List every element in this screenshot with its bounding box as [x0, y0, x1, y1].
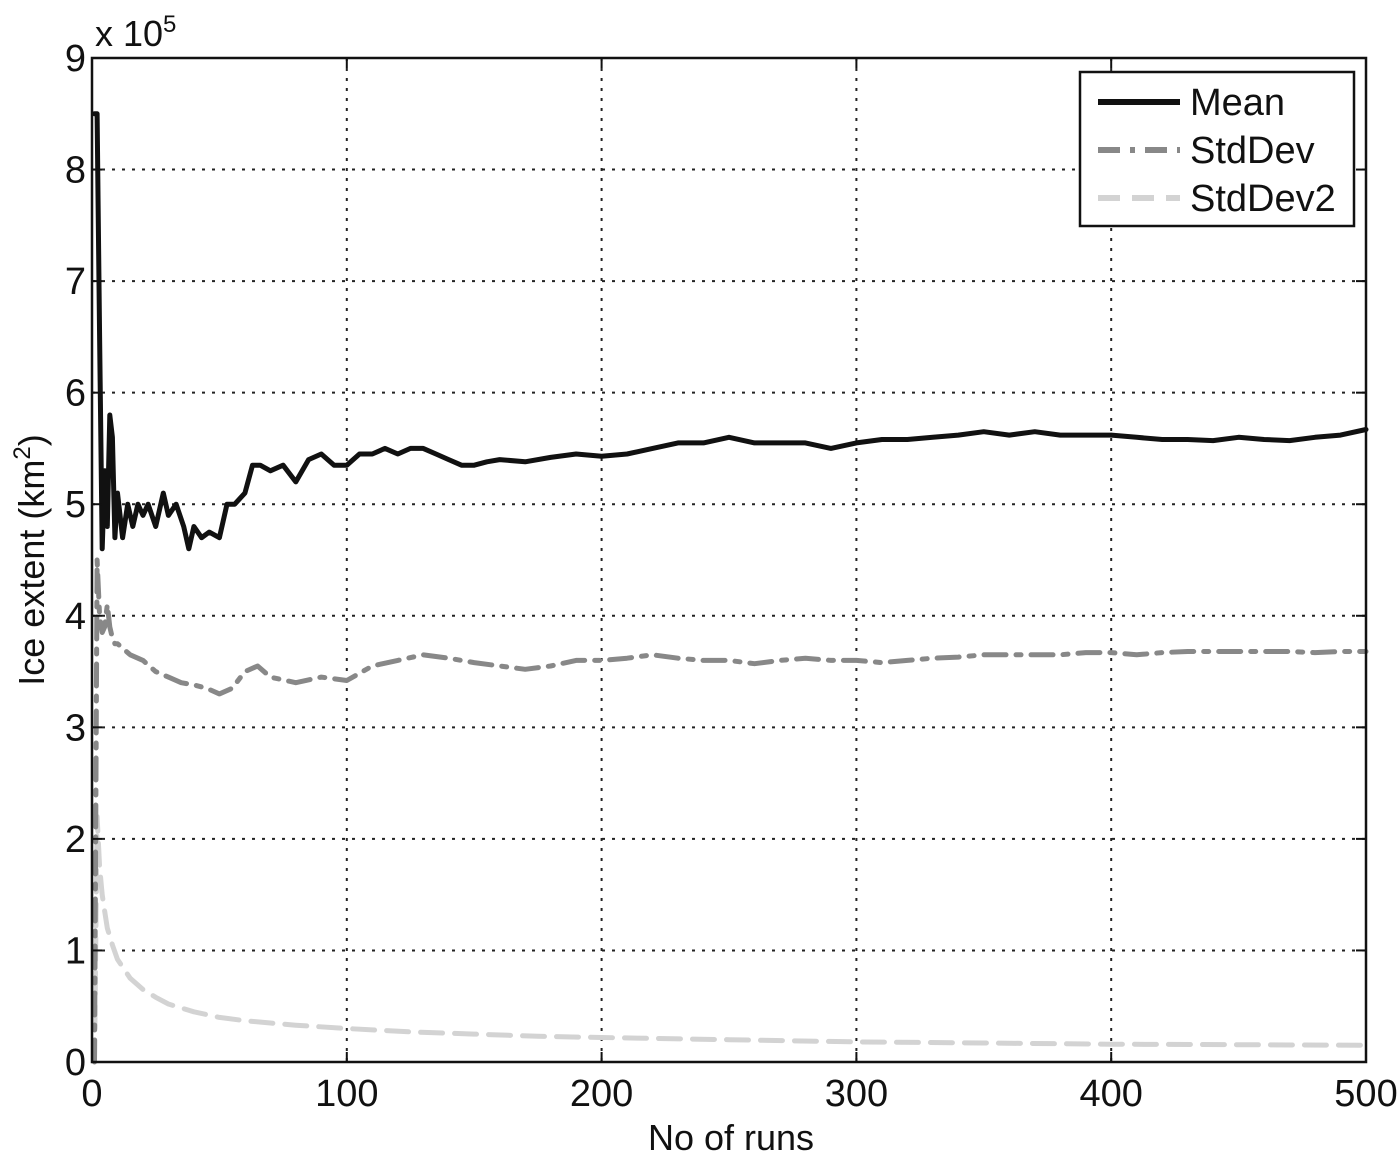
legend: Mean StdDev StdDev2 [1078, 70, 1356, 228]
y-tick-label: 4 [65, 596, 86, 638]
y-axis-label: Ice extent (km2) [9, 434, 52, 685]
tick-labels: 0 100 200 300 400 500 0 1 2 3 4 5 6 7 8 9 [65, 38, 1398, 1115]
y-axis-multiplier: x 105 [95, 11, 176, 54]
series-line-stddev [92, 557, 1369, 1065]
x-tick-label: 300 [825, 1073, 888, 1115]
x-tick-label: 0 [81, 1073, 102, 1115]
x-tick-label: 400 [1079, 1073, 1142, 1115]
series-lines [92, 111, 1369, 1065]
y-tick-label: 8 [65, 150, 86, 192]
y-tick-label: 9 [65, 38, 86, 80]
y-tick-label: 1 [65, 930, 86, 972]
series-line-mean [92, 111, 1369, 552]
y-tick-label: 3 [65, 707, 86, 749]
x-tick-label: 500 [1334, 1073, 1397, 1115]
plot-frame [90, 56, 1368, 1064]
x-axis-label: No of runs [648, 1117, 814, 1154]
y-tick-label: 2 [65, 819, 86, 861]
x-tick-label: 100 [315, 1073, 378, 1115]
y-tick-label: 5 [65, 484, 86, 526]
legend-label-mean: Mean [1190, 82, 1285, 124]
legend-box [1078, 70, 1356, 228]
grid-lines [92, 58, 1366, 1062]
y-tick-label: 6 [65, 373, 86, 415]
y-tick-label: 7 [65, 261, 86, 303]
legend-label-stddev: StdDev [1190, 130, 1315, 172]
legend-label-stddev2: StdDev2 [1190, 178, 1336, 220]
x-tick-label: 200 [570, 1073, 633, 1115]
y-tick-label: 0 [65, 1042, 86, 1084]
series-line-stddev2 [92, 814, 1369, 1065]
